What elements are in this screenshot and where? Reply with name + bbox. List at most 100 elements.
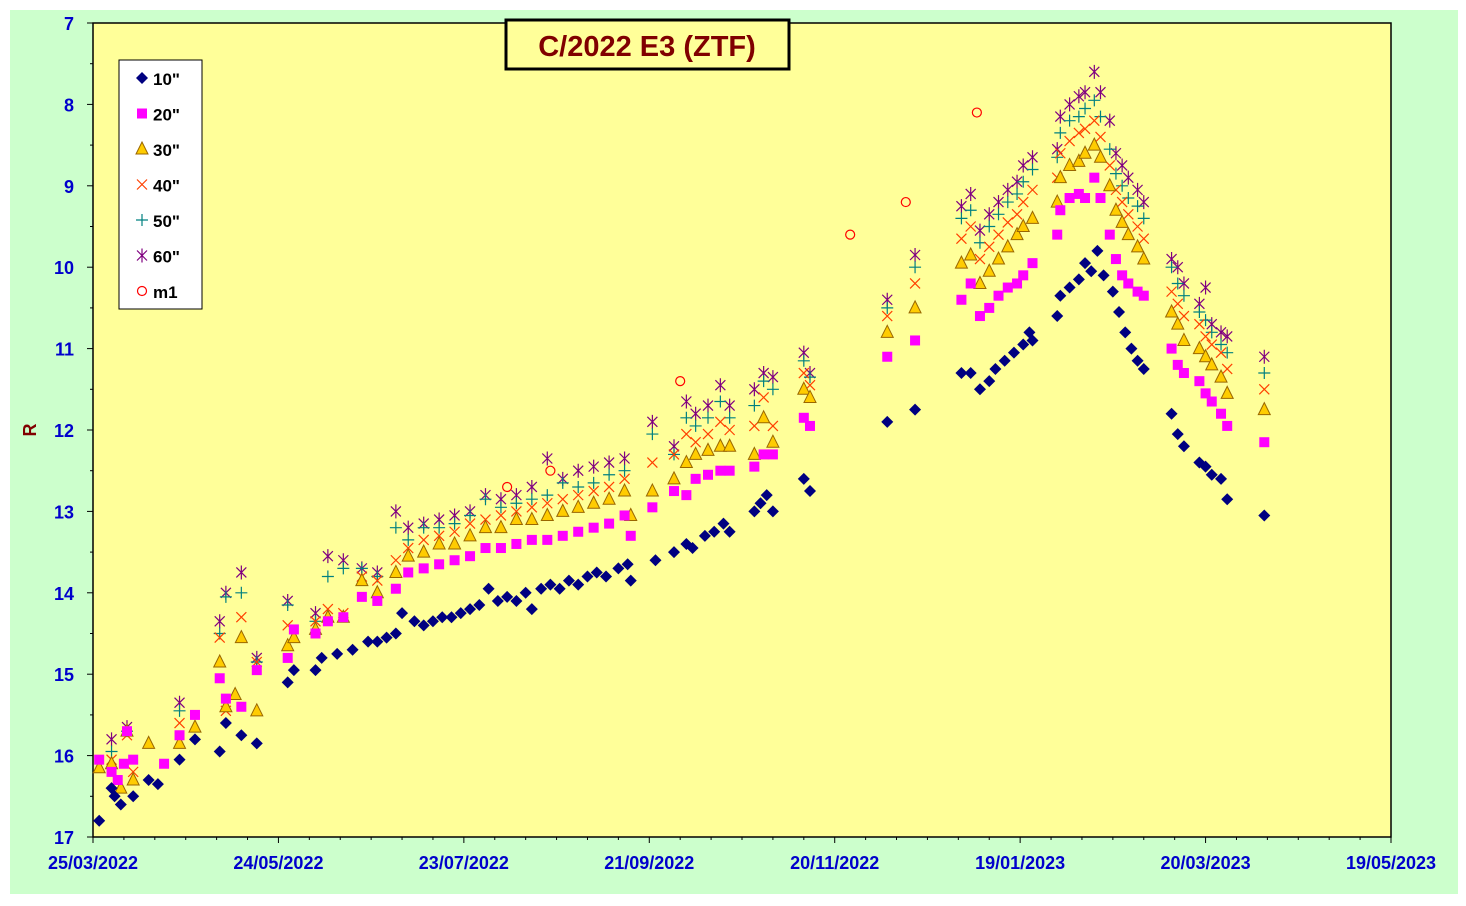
data-point [1052, 229, 1063, 240]
data-point [1164, 303, 1179, 318]
data-point [680, 411, 693, 424]
data-point [618, 464, 631, 477]
data-point [965, 221, 977, 232]
data-point [1002, 217, 1014, 228]
data-point [346, 643, 359, 656]
y-tick-label: 12 [54, 421, 74, 441]
data-point [1131, 200, 1144, 213]
data-point [510, 497, 523, 510]
data-point [309, 664, 322, 677]
data-point [433, 530, 445, 542]
data-point [219, 590, 232, 603]
data-point [445, 611, 458, 624]
data-point [675, 376, 686, 387]
data-point [525, 603, 538, 616]
data-point [1054, 109, 1066, 124]
data-point [600, 570, 613, 583]
data-point [1200, 280, 1211, 295]
data-point [174, 730, 185, 741]
data-point [1177, 440, 1190, 453]
data-point [974, 253, 986, 265]
data-point [403, 567, 414, 578]
data-point [909, 403, 922, 416]
y-tick-label: 7 [64, 14, 74, 34]
data-point [971, 107, 982, 118]
data-point [702, 411, 715, 424]
data-point [617, 482, 632, 497]
data-point [1258, 349, 1270, 364]
data-point [1215, 338, 1228, 351]
data-point [159, 758, 170, 769]
data-point [310, 628, 321, 639]
data-point [749, 461, 760, 472]
legend-label: 10" [153, 70, 180, 89]
data-point [798, 367, 810, 379]
data-point [235, 565, 247, 580]
data-point [417, 619, 430, 632]
data-point [188, 733, 201, 746]
chart-title: C/2022 E3 (ZTF) [538, 31, 756, 63]
data-point [114, 780, 128, 794]
data-point [1087, 136, 1102, 151]
data-point [121, 726, 132, 737]
data-point [714, 416, 726, 428]
data-point [416, 543, 431, 558]
data-point [1088, 64, 1100, 79]
data-point [501, 590, 514, 603]
data-point [464, 603, 477, 616]
data-point [1206, 339, 1218, 350]
data-point [1136, 250, 1151, 265]
data-point [1025, 210, 1040, 224]
data-point [754, 497, 767, 510]
data-point [389, 627, 402, 640]
data-point [724, 424, 736, 436]
legend-marker [136, 285, 148, 297]
data-point [380, 631, 393, 644]
data-point [401, 548, 416, 562]
data-point [434, 559, 445, 570]
data-point [494, 519, 508, 534]
data-point [1051, 151, 1064, 164]
data-point [510, 505, 522, 517]
data-point [142, 774, 155, 787]
data-point [519, 586, 532, 599]
data-point [1199, 460, 1212, 473]
data-point [1089, 172, 1100, 183]
data-point [557, 530, 568, 541]
data-point [362, 635, 375, 648]
data-point [511, 538, 522, 549]
data-point [964, 204, 977, 217]
y-tick-label: 14 [54, 584, 74, 604]
data-point [1095, 131, 1106, 143]
data-point [603, 468, 616, 481]
data-point [1110, 146, 1122, 161]
data-point [1166, 286, 1178, 298]
data-point [681, 490, 692, 501]
series-1 [94, 172, 1270, 786]
data-point [1116, 158, 1128, 173]
data-point [1017, 158, 1029, 173]
data-point [396, 607, 409, 620]
data-point [621, 558, 634, 571]
y-tick-label: 9 [64, 177, 74, 197]
data-point [525, 511, 539, 526]
data-point [1091, 244, 1104, 257]
data-point [974, 311, 985, 322]
data-point [1258, 367, 1271, 380]
data-point [625, 530, 636, 541]
data-point [722, 438, 737, 452]
legend-marker [136, 72, 148, 84]
legend-marker [136, 248, 148, 263]
data-point [573, 526, 584, 537]
data-point [760, 489, 773, 502]
data-point [766, 434, 780, 448]
data-point [1178, 368, 1189, 379]
data-point [1001, 196, 1014, 209]
data-point [482, 582, 495, 595]
data-point [127, 790, 140, 803]
data-point [572, 578, 585, 591]
data-point [758, 392, 770, 403]
data-point [1078, 145, 1092, 159]
data-point [1102, 177, 1117, 192]
